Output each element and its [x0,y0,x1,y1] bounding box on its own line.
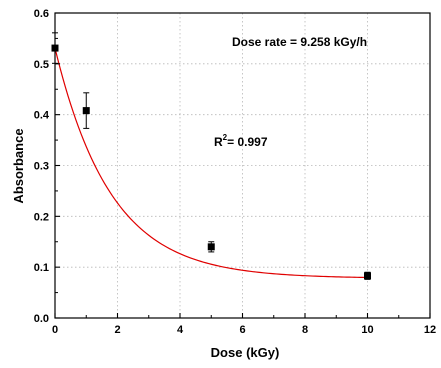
y-tick-label: 0.2 [34,211,49,223]
axis-ticks [54,12,431,319]
x-tick-label: 6 [239,324,245,336]
x-tick-label: 2 [114,324,120,336]
r-squared-superscript: 2 [223,133,228,142]
x-tick-labels: 0 2 4 6 8 10 12 [52,324,436,336]
x-tick-label: 0 [52,324,58,336]
x-axis-title: Dose (kGy) [211,345,280,360]
x-tick-label: 12 [424,324,436,336]
y-tick-label: 0.1 [34,262,49,274]
data-point [207,243,215,251]
y-tick-label: 0.0 [34,313,49,325]
r-squared-prefix: R [214,135,223,149]
y-tick-label: 0.4 [34,110,50,122]
y-axis-title: Absorbance [11,128,26,203]
r-squared-annotation: R2= 0.997 [214,133,268,149]
x-tick-label: 10 [361,324,373,336]
y-tick-label: 0.3 [34,161,49,173]
y-tick-label: 0.6 [34,8,49,20]
dose-rate-annotation: Dose rate = 9.258 kGy/h [232,35,367,49]
r-squared-value: = 0.997 [227,135,268,149]
x-tick-label: 8 [302,324,308,336]
fit-curve [54,47,368,279]
y-tick-labels: 0.0 0.1 0.2 0.3 0.4 0.5 0.6 [34,8,50,325]
y-tick-label: 0.5 [34,59,49,71]
grid [55,13,430,318]
data-point [82,107,90,115]
x-tick-label: 4 [177,324,184,336]
data-point [364,272,371,280]
